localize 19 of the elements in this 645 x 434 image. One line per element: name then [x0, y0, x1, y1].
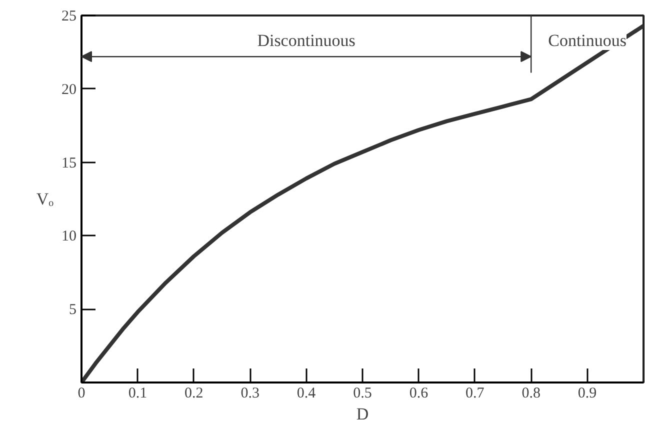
- y-tick-label: 5: [69, 302, 76, 318]
- annotation: Discontinuous: [257, 30, 356, 50]
- y-tick-label: 20: [62, 82, 76, 98]
- x-tick-label: 0.7: [466, 386, 485, 402]
- x-tick-label: 0: [78, 386, 86, 402]
- x-tick-label: 0.4: [296, 386, 316, 402]
- x-tick-label: 0.8: [522, 386, 540, 402]
- x-tick-label: 0.6: [409, 386, 429, 402]
- annotation: Continuous: [548, 30, 627, 50]
- y-tick-label: 15: [62, 155, 76, 172]
- x-tick-label: 0.5: [353, 386, 372, 402]
- x-tick-label: 0.2: [184, 386, 204, 402]
- x-tick-label: 0.9: [578, 386, 597, 402]
- y-tick-label: 10: [62, 228, 76, 245]
- x-tick-label: 0.1: [128, 386, 148, 402]
- x-tick-label: 0.3: [240, 386, 260, 402]
- y-tick-label: 25: [62, 8, 76, 24]
- y-axis-title: Vₒ: [36, 190, 54, 208]
- x-axis-title: D: [356, 404, 369, 424]
